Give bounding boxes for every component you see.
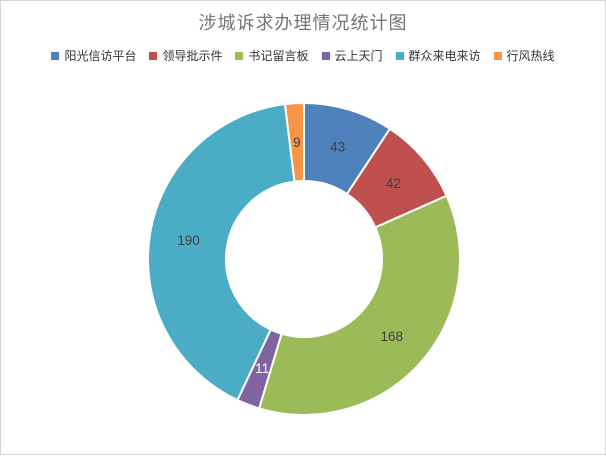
legend-label: 行风热线 — [506, 49, 555, 63]
legend-label: 领导批示件 — [162, 49, 223, 63]
legend-item-2[interactable]: 书记留言板 — [235, 47, 309, 64]
pie-slice-5[interactable] — [283, 101, 305, 183]
pie-slice-4[interactable] — [147, 103, 296, 402]
donut-chart-area: 43 42 168 11 190 9 — [1, 76, 606, 456]
legend-item-3[interactable]: 云上天门 — [321, 47, 383, 64]
legend-label: 书记留言板 — [248, 49, 309, 63]
chart-title: 涉城诉求办理情况统计图 — [198, 13, 408, 33]
legend-swatch-icon — [321, 51, 330, 60]
slice-data-label: 43 — [330, 140, 345, 155]
slice-data-label: 168 — [381, 329, 404, 344]
legend-label: 群众来电来访 — [408, 49, 481, 63]
legend-label: 阳光信访平台 — [64, 49, 137, 63]
donut-chart: 43 42 168 11 190 9 — [147, 101, 461, 416]
legend-label: 云上天门 — [334, 49, 383, 63]
legend-swatch-icon — [51, 51, 60, 60]
pie-slice-2[interactable] — [258, 194, 461, 416]
slice-data-label: 190 — [177, 233, 200, 248]
legend-item-1[interactable]: 领导批示件 — [149, 47, 222, 64]
legend-swatch-icon — [149, 51, 158, 60]
legend-item-4[interactable]: 群众来电来访 — [395, 47, 481, 64]
legend-item-0[interactable]: 阳光信访平台 — [51, 47, 136, 64]
slice-data-label: 11 — [255, 361, 269, 376]
legend-swatch-icon — [395, 51, 404, 60]
slice-data-label: 9 — [293, 135, 301, 150]
slice-data-label: 42 — [386, 176, 401, 191]
chart-legend: 阳光信访平台 领导批示件 书记留言板 云上天门 群众来电来访 行风热线 — [1, 47, 605, 64]
legend-item-5[interactable]: 行风热线 — [493, 47, 555, 64]
legend-swatch-icon — [493, 51, 502, 60]
legend-swatch-icon — [235, 51, 244, 60]
